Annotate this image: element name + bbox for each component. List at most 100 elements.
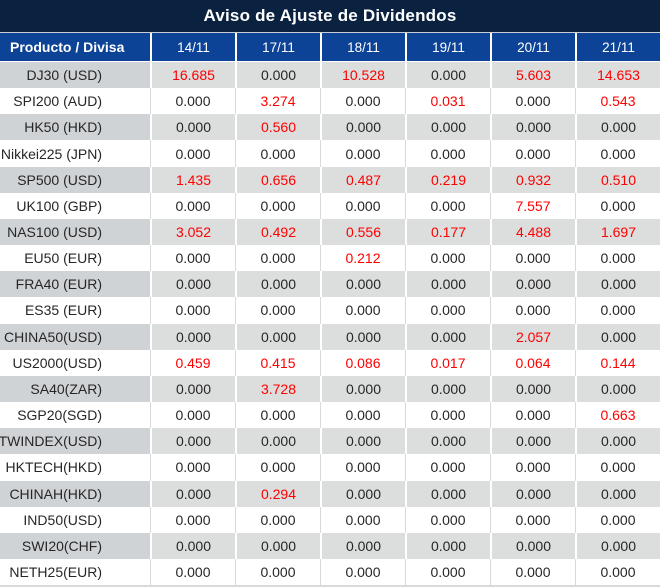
table-row: TWINDEX(USD) 0.000 0.000 0.000 0.000 0.000 0.0… (0, 428, 660, 455)
dividend-value-cell: 0.543 (575, 88, 660, 115)
dividend-value-cell: 0.000 (150, 558, 235, 586)
product-cell: SPI200 (AUD) (13, 93, 102, 110)
dividend-value-cell: 0.000 (320, 140, 405, 167)
product-cell: SP500 (USD) (0, 166, 150, 193)
dividend-value-cell: 0.000 (490, 140, 575, 167)
dividend-value-cell: 3.728 (235, 375, 320, 403)
dividend-value-cell: 0.000 (405, 62, 490, 89)
dividend-value-cell: 0.000 (320, 506, 405, 533)
dividend-value-cell: 0.000 (405, 480, 490, 507)
dividend-value-cell: 0.000 (235, 323, 320, 350)
dividend-value-cell: 0.000 (575, 297, 660, 324)
dividend-value-cell: 0.000 (575, 192, 660, 219)
dividend-value-cell: 0.000 (405, 454, 490, 481)
dividend-value-cell: 0.000 (575, 454, 660, 481)
dividend-value-cell: 0.000 (405, 375, 490, 403)
product-cell: HKTECH(HKD) (5, 459, 102, 476)
dividend-value-cell: 0.000 (575, 506, 660, 533)
dividend-value-cell: 0.000 (405, 192, 490, 219)
dividend-value-cell: 1.697 (575, 218, 660, 246)
dividend-value-cell: 0.000 (490, 558, 575, 586)
dividend-value-cell: 0.656 (235, 166, 320, 193)
dividend-value-cell: 0.560 (235, 114, 320, 141)
product-cell: HK50 (HKD) (0, 114, 150, 141)
dividend-value-cell: 0.000 (320, 454, 405, 481)
dividend-value-cell: 0.000 (490, 506, 575, 533)
dividend-value-cell: 0.144 (575, 349, 660, 376)
dividend-value-cell: 0.000 (320, 428, 405, 455)
title-bar: Aviso de Ajuste de Dividendos (0, 0, 660, 33)
dividend-value-cell: 0.000 (490, 375, 575, 403)
dividend-value-cell: 0.000 (235, 245, 320, 272)
dividend-value-cell: 0.000 (405, 245, 490, 272)
dividend-value-cell: 0.000 (150, 454, 235, 481)
dividend-value-cell: 0.000 (405, 428, 490, 455)
dividend-value-cell: 0.000 (490, 402, 575, 429)
dividend-value-cell: 0.000 (150, 140, 235, 167)
dividend-value-cell: 0.000 (150, 375, 235, 403)
dividend-value-cell: 2.057 (490, 323, 575, 350)
product-cell: DJ30 (USD) (0, 62, 150, 89)
dividend-value-cell: 0.000 (320, 375, 405, 403)
dividend-value-cell: 0.000 (235, 140, 320, 167)
dividend-value-cell: 0.000 (235, 62, 320, 89)
dividend-value-cell: 0.000 (235, 402, 320, 429)
dividend-value-cell: 0.000 (150, 506, 235, 533)
dividend-value-cell: 0.000 (150, 297, 235, 324)
product-cell: TWINDEX(USD) (0, 428, 150, 455)
table-header-row: Producto / Divisa 14/11 17/11 18/11 19/11 20… (0, 33, 660, 62)
dividend-value-cell: 0.000 (320, 297, 405, 324)
dividend-value-cell: 0.000 (150, 402, 235, 429)
dividend-value-cell: 3.052 (150, 218, 235, 246)
dividend-value-cell: 0.000 (575, 245, 660, 272)
product-cell: FRA40 (EUR) (0, 271, 150, 298)
dividend-value-cell: 0.000 (405, 140, 490, 167)
dividend-value-cell: 0.000 (150, 323, 235, 350)
dividend-value-cell: 0.000 (150, 271, 235, 298)
product-cell: US2000(USD) (12, 354, 102, 371)
product-cell: CHINA50(USD) (0, 323, 150, 350)
table-row: NETH25(EUR) 0.000 0.000 0.000 0.000 0.000 0.00… (0, 558, 660, 586)
dividend-value-cell: 0.000 (575, 114, 660, 141)
dividend-value-cell: 0.000 (235, 428, 320, 455)
dividend-value-cell: 0.000 (150, 88, 235, 115)
column-header-date: 17/11 (235, 33, 320, 61)
table-row: SWI20(CHF) 0.000 0.000 0.000 0.000 0.000 0.000 (0, 532, 660, 559)
dividend-value-cell: 0.000 (150, 114, 235, 141)
product-cell: Nikkei225 (JPN) (0, 145, 102, 162)
table-row: SA40(ZAR) 0.000 3.728 0.000 0.000 0.000 0.000 (0, 375, 660, 403)
dividend-value-cell: 0.086 (320, 349, 405, 376)
column-header-date: 19/11 (405, 33, 490, 61)
dividend-value-cell: 0.000 (575, 140, 660, 167)
table-row: Nikkei225 (JPN) 0.000 0.000 0.000 0.000 0.000… (0, 140, 660, 167)
dividend-value-cell: 0.000 (490, 114, 575, 141)
dividend-value-cell: 0.000 (575, 271, 660, 298)
product-cell: UK100 (GBP) (16, 197, 102, 214)
dividend-value-cell: 0.000 (575, 532, 660, 559)
dividend-value-cell: 0.000 (150, 192, 235, 219)
page-title: Aviso de Ajuste de Dividendos (203, 6, 457, 25)
table-row: DJ30 (USD) 16.685 0.000 10.528 0.000 5.603 14.… (0, 62, 660, 89)
dividend-value-cell: 0.000 (405, 114, 490, 141)
dividend-value-cell: 3.274 (235, 88, 320, 115)
table-body: DJ30 (USD) 16.685 0.000 10.528 0.000 5.603 14.… (0, 62, 660, 587)
table-row: ES35 (EUR) 0.000 0.000 0.000 0.000 0.000 0.000 (0, 297, 660, 324)
dividend-value-cell: 0.294 (235, 480, 320, 507)
dividend-value-cell: 0.000 (490, 428, 575, 455)
dividend-value-cell: 0.000 (405, 402, 490, 429)
dividend-value-cell: 14.653 (575, 62, 660, 89)
table-row: US2000(USD) 0.459 0.415 0.086 0.017 0.064 0.14… (0, 349, 660, 376)
column-header-date: 20/11 (490, 33, 575, 61)
dividend-value-cell: 0.492 (235, 218, 320, 246)
dividend-value-cell: 0.000 (490, 454, 575, 481)
table-row: FRA40 (EUR) 0.000 0.000 0.000 0.000 0.000 0.00… (0, 271, 660, 298)
dividend-value-cell: 0.000 (320, 271, 405, 298)
dividend-value-cell: 16.685 (150, 62, 235, 89)
dividend-value-cell: 0.000 (150, 480, 235, 507)
dividend-value-cell: 0.000 (575, 558, 660, 586)
dividend-value-cell: 0.510 (575, 166, 660, 193)
dividend-value-cell: 0.000 (150, 428, 235, 455)
dividend-value-cell: 7.557 (490, 192, 575, 219)
dividend-value-cell: 0.000 (575, 323, 660, 350)
